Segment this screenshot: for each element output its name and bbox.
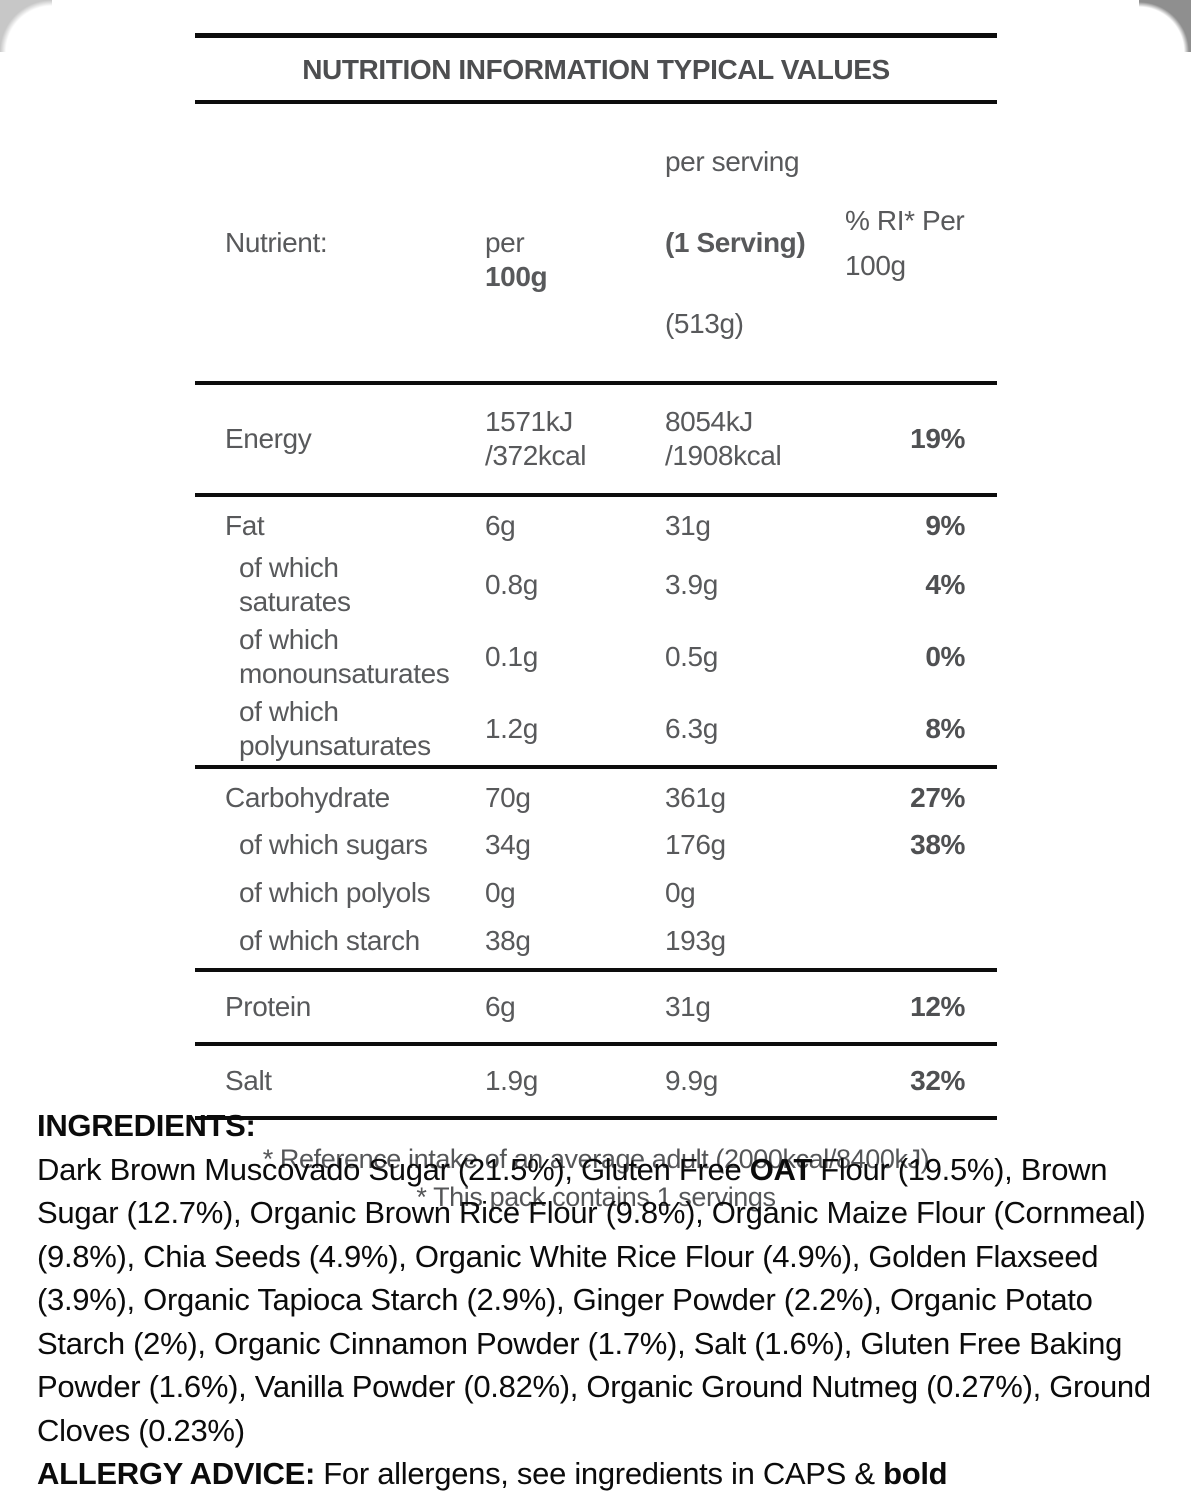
nutrient-name: of which monounsaturates: [239, 624, 450, 689]
per-100g-value: 38g: [485, 925, 531, 956]
allergy-advice-text: For allergens, see ingredients in CAPS &: [323, 1456, 875, 1491]
energy-section: Energy 1571kJ /372kcal 8054kJ /1908kcal …: [195, 385, 997, 497]
per-100g-value: 0.8g: [485, 569, 538, 600]
per-100g-bold: 100g: [485, 260, 548, 292]
ri-percent-value: 8%: [925, 713, 965, 744]
nutrient-name: of which sugars: [239, 829, 428, 860]
ingredients-allergen-bold: OAT: [749, 1151, 813, 1187]
footnote-reference-intake: * Reference intake of an average adult (…: [262, 1144, 930, 1174]
per-serving-value: 0g: [665, 877, 696, 908]
per-serving-line2: (1 Serving): [665, 227, 806, 258]
nutrient-name: Energy: [225, 423, 312, 454]
carbohydrate-section: Carbohydrate 70g 361g 27% of which sugar…: [195, 769, 997, 972]
per-serving-value: 9.9g: [665, 1065, 718, 1096]
per-100g-value: 1.9g: [485, 1065, 538, 1096]
ri-percent-value: 32%: [910, 1065, 965, 1096]
allergy-advice-line: ALLERGY ADVICE: For allergens, see ingre…: [37, 1452, 1153, 1496]
card-rounded-corner-right: [1139, 0, 1191, 52]
per-100g-value: 34g: [485, 829, 531, 860]
nutrient-name: of which polyols: [239, 877, 431, 908]
table-title: NUTRITION INFORMATION TYPICAL VALUES: [195, 33, 997, 104]
table-row-saturates: of which saturates 0.8g 3.9g 4%: [195, 549, 997, 621]
footnote-pack-servings: * This pack contains 1 servings: [416, 1182, 776, 1212]
nutrient-name: Salt: [225, 1065, 272, 1096]
ri-percent-value: 12%: [910, 991, 965, 1022]
column-header-per-serving: per serving (1 Serving) (513g): [665, 104, 845, 381]
table-row-protein: Protein 6g 31g 12%: [195, 972, 997, 1042]
ingredients-block: INGREDIENTS: Dark Brown Muscovado Sugar …: [37, 1104, 1153, 1496]
nutrient-name: of which starch: [239, 925, 420, 956]
per-serving-value: 31g: [665, 991, 711, 1022]
column-header-nutrient: Nutrient:: [225, 226, 328, 258]
ingredients-heading: INGREDIENTS:: [37, 1108, 256, 1143]
salt-section: Salt 1.9g 9.9g 32%: [195, 1046, 997, 1120]
table-footnotes: * Reference intake of an average adult (…: [195, 1140, 997, 1216]
per-serving-value: 31g: [665, 510, 711, 541]
column-header-ri: % RI* Per 100g: [845, 204, 965, 281]
table-header-section: Nutrient: per 100g per serving (1 Servin…: [195, 104, 997, 385]
ri-percent-value: 0%: [925, 641, 965, 672]
protein-section: Protein 6g 31g 12%: [195, 972, 997, 1046]
per-serving-value: 361g: [665, 782, 726, 813]
table-row-energy: Energy 1571kJ /372kcal 8054kJ /1908kcal …: [195, 385, 997, 493]
per-100g-value: 1.2g: [485, 713, 538, 744]
card-rounded-corner-left: [0, 0, 52, 52]
per-100g-prefix: per: [485, 226, 525, 258]
ingredients-text-after: Flour (19.5%), Brown Sugar (12.7%), Orga…: [37, 1151, 1151, 1448]
per-100g-value: 0.1g: [485, 641, 538, 672]
per-serving-line1: per serving: [665, 146, 800, 177]
fat-section: Fat 6g 31g 9% of which saturates 0.8g 3.…: [195, 497, 997, 769]
per-100g-value: 6g: [485, 510, 516, 541]
per-100g-value: 1571kJ /372kcal: [485, 406, 587, 471]
per-100g-value: 70g: [485, 782, 531, 813]
table-row-starch: of which starch 38g 193g: [195, 917, 997, 968]
per-serving-value: 0.5g: [665, 641, 718, 672]
nutrient-name: of which saturates: [239, 552, 351, 617]
allergy-advice-heading: ALLERGY ADVICE:: [37, 1456, 315, 1491]
per-serving-value: 8054kJ /1908kcal: [665, 406, 782, 471]
table-row-monounsaturates: of which monounsaturates 0.1g 0.5g 0%: [195, 621, 997, 693]
per-serving-value: 176g: [665, 829, 726, 860]
ingredients-text-before: Dark Brown Muscovado Sugar (21.5%), Glut…: [37, 1151, 742, 1187]
per-serving-line3: (513g): [665, 308, 744, 339]
ri-percent-value: 27%: [910, 782, 965, 813]
per-serving-value: 3.9g: [665, 569, 718, 600]
ri-percent-value: 19%: [910, 423, 965, 454]
nutrient-name: of which polyunsaturates: [239, 696, 431, 761]
nutrient-name: Fat: [225, 510, 265, 541]
per-serving-value: 193g: [665, 925, 726, 956]
table-row-sugars: of which sugars 34g 176g 38%: [195, 821, 997, 869]
table-row-salt: Salt 1.9g 9.9g 32%: [195, 1046, 997, 1116]
per-100g-value: 6g: [485, 991, 516, 1022]
table-header-row: Nutrient: per 100g per serving (1 Servin…: [195, 104, 997, 381]
table-row-polyols: of which polyols 0g 0g: [195, 869, 997, 917]
per-100g-value: 0g: [485, 877, 516, 908]
table-row-fat: Fat 6g 31g 9%: [195, 497, 997, 549]
ri-percent-value: 4%: [925, 569, 965, 600]
ri-percent-value: 38%: [910, 829, 965, 860]
nutrition-table: NUTRITION INFORMATION TYPICAL VALUES Nut…: [195, 33, 997, 1216]
allergy-advice-bold-word: bold: [883, 1456, 948, 1491]
ingredients-list: Dark Brown Muscovado Sugar (21.5%), Glut…: [37, 1148, 1153, 1453]
nutrient-name: Carbohydrate: [225, 782, 390, 813]
column-header-per-100g: per 100g: [485, 192, 665, 294]
per-serving-value: 6.3g: [665, 713, 718, 744]
table-row-carbohydrate: Carbohydrate 70g 361g 27%: [195, 769, 997, 821]
nutrient-name: Protein: [225, 991, 311, 1022]
table-row-polyunsaturates: of which polyunsaturates 1.2g 6.3g 8%: [195, 693, 997, 765]
ri-percent-value: 9%: [925, 510, 965, 541]
